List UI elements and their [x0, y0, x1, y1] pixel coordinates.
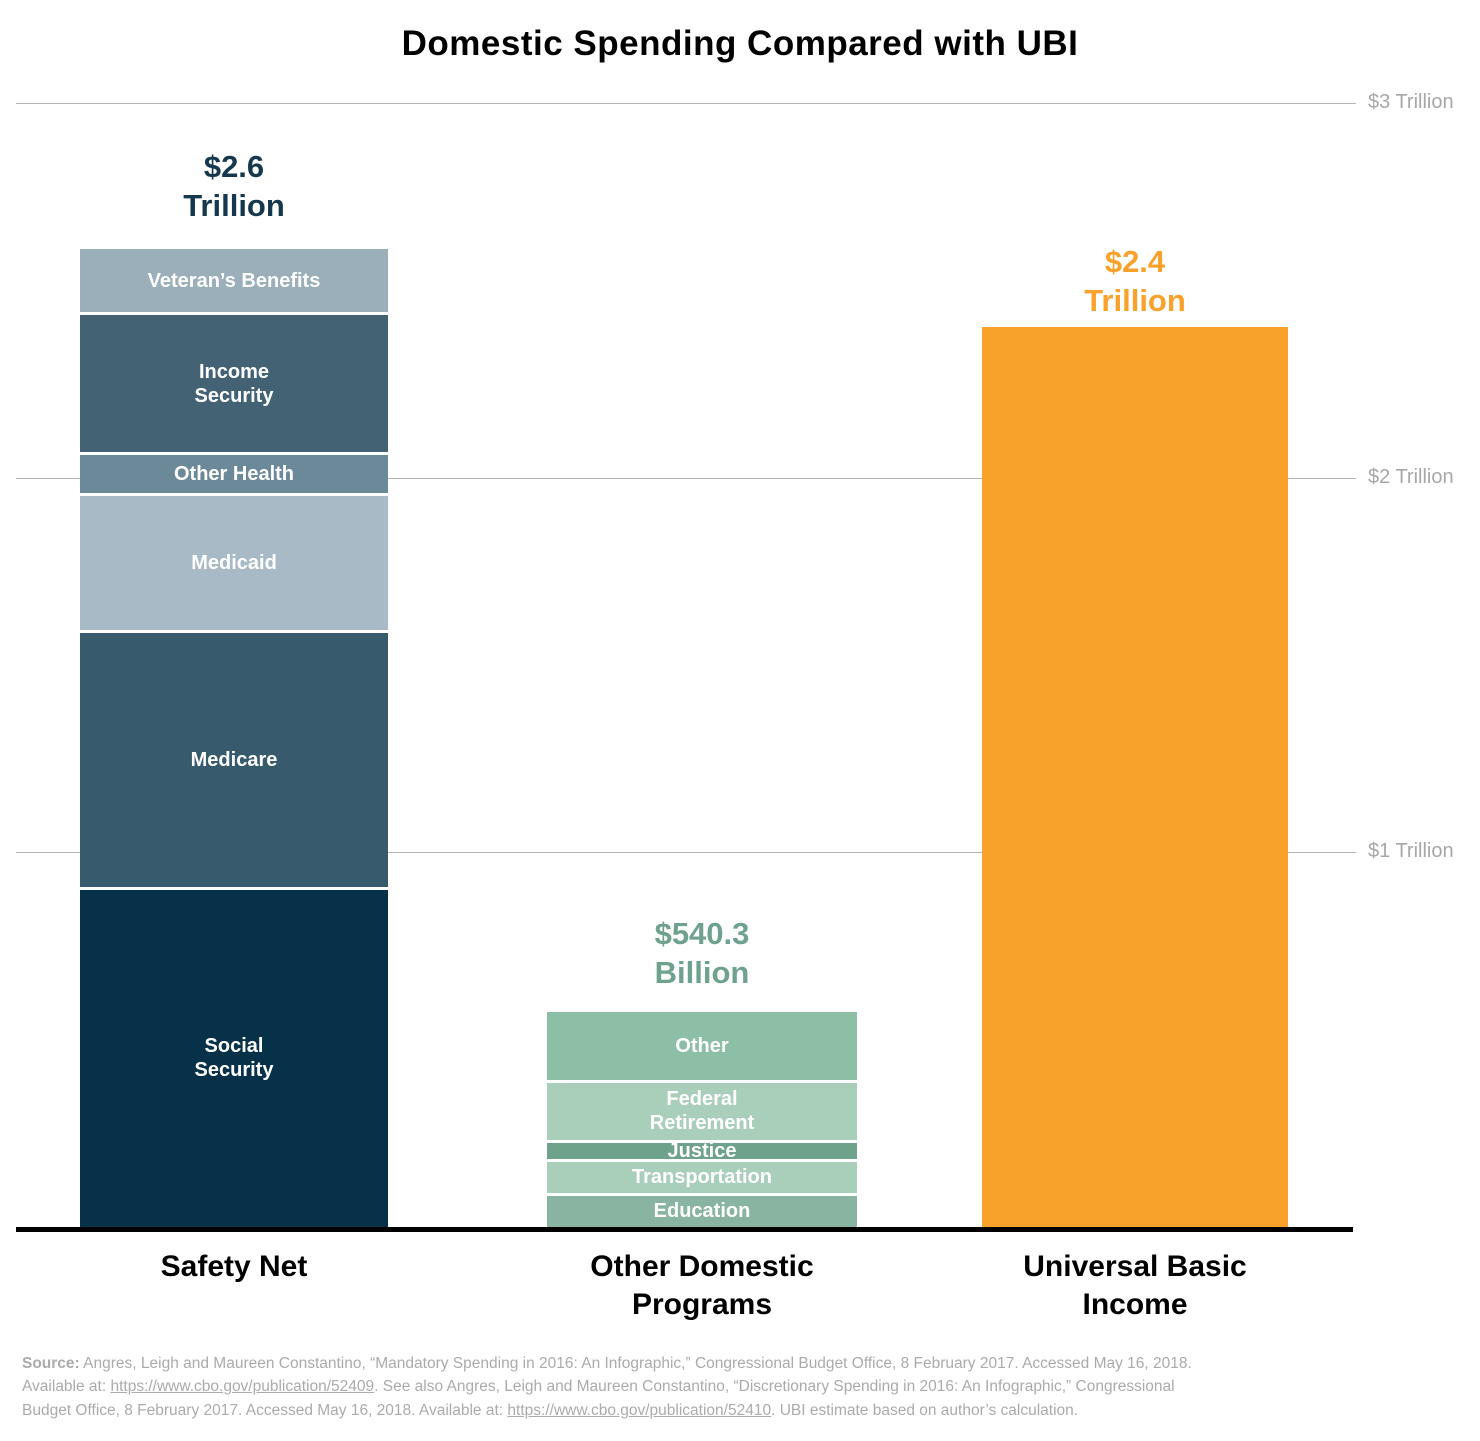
source-text: Source:	[22, 1355, 80, 1372]
segment-label: Medicaid	[191, 551, 277, 574]
bar-segment: Justice	[547, 1140, 857, 1162]
source-line: Source: Angres, Leigh and Maureen Consta…	[22, 1352, 1452, 1375]
source-line: Budget Office, 8 February 2017. Accessed…	[22, 1399, 1452, 1422]
source-text: Available at:	[22, 1378, 111, 1396]
source-note: Source: Angres, Leigh and Maureen Consta…	[22, 1352, 1452, 1422]
bar-segment: Federal Retirement	[547, 1082, 857, 1140]
gridline-1-trillion	[16, 852, 1356, 853]
axis-tick-3-trillion: $3 Trillion	[1368, 91, 1454, 113]
segment-label: Veteran’s Benefits	[147, 269, 321, 292]
segment-label: Justice	[667, 1139, 737, 1162]
gridline-2-trillion	[16, 478, 1356, 479]
bar-safety-net: Veteran’s Benefits Income Security Other H…	[80, 248, 388, 1227]
bar-segment: Education	[547, 1195, 857, 1227]
bar-segment: Other Health	[80, 455, 388, 493]
value-label-ubi: $2.4 Trillion	[1084, 244, 1186, 318]
axis-tick-1-trillion: $1 Trillion	[1368, 840, 1454, 862]
source-text: Angres, Leigh and Maureen Constantino, “…	[79, 1355, 1192, 1372]
bar-segment: Medicare	[80, 632, 388, 887]
source-link[interactable]: https://www.cbo.gov/publication/52410	[507, 1401, 772, 1419]
source-text: . UBI estimate based on author’s calcula…	[771, 1401, 1079, 1419]
source-line: Available at: https://www.cbo.gov/public…	[22, 1375, 1452, 1398]
bar-segment: Other	[547, 1012, 857, 1080]
segment-label: Medicare	[190, 748, 278, 771]
x-axis-baseline	[16, 1227, 1353, 1232]
source-text: Budget Office, 8 February 2017. Accessed…	[22, 1401, 508, 1419]
gridline-3-trillion	[16, 103, 1356, 104]
segment-label: Other	[675, 1035, 729, 1058]
bar-segment	[982, 327, 1288, 1227]
bar-segment: Income Security	[80, 315, 388, 453]
bar-universal-basic-income	[982, 327, 1288, 1227]
bar-segment: Medicaid	[80, 495, 388, 630]
axis-tick-2-trillion: $2 Trillion	[1368, 466, 1454, 488]
segment-label: Income Security	[194, 360, 274, 407]
source-link[interactable]: https://www.cbo.gov/publication/52409	[110, 1378, 375, 1396]
bar-segment: Transportation	[547, 1161, 857, 1193]
bar-segment: Social Security	[80, 889, 388, 1227]
segment-label: Transportation	[631, 1166, 772, 1189]
category-label-safety-net: Safety Net	[160, 1250, 308, 1283]
bar-other-domestic-programs: Other Federal Retirement Justice Transporta…	[547, 1012, 857, 1227]
value-label-other-domestic: $540.3 Billion	[654, 916, 750, 990]
segment-label: Federal Retirement	[649, 1088, 755, 1135]
category-label-ubi: Universal Basic Income	[1023, 1250, 1247, 1321]
category-label-other-domestic: Other Domestic Programs	[590, 1250, 814, 1321]
segment-label: Other Health	[173, 463, 295, 485]
segment-label: Social Security	[194, 1035, 274, 1082]
segment-label: Education	[653, 1200, 751, 1223]
source-text: . See also Angres, Leigh and Maureen Con…	[374, 1378, 1175, 1396]
chart-title: Domestic Spending Compared with UBI	[401, 24, 1079, 63]
bar-segment: Veteran’s Benefits	[80, 248, 388, 313]
value-label-safety-net: $2.6 Trillion	[183, 149, 285, 223]
